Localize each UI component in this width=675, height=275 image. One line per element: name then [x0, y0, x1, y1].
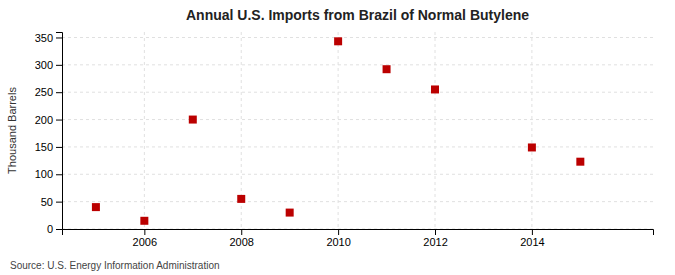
point — [92, 203, 100, 211]
point — [334, 37, 342, 45]
tick-label: 300 — [35, 59, 53, 71]
tick-label: 2012 — [423, 236, 447, 248]
grid-line — [435, 32, 436, 229]
grid-line — [62, 146, 653, 147]
chart: 2006 2008 2010 2012 2014 0 50 100 150 200 250 300 35… — [0, 0, 675, 275]
tick: 2010 — [326, 229, 350, 248]
x-axis: 2006 2008 2010 2012 2014 — [63, 229, 654, 248]
grid-line — [531, 32, 532, 229]
grid — [62, 32, 653, 229]
point — [140, 217, 148, 225]
point — [286, 209, 294, 217]
tick: 150 — [35, 141, 62, 153]
tick-label: 350 — [35, 31, 53, 43]
tick-mark — [56, 120, 62, 121]
title: Annual U.S. Imports from Brazil of Norma… — [186, 7, 529, 23]
grid-line — [62, 37, 653, 38]
tick: 2014 — [520, 229, 544, 248]
tick: 0 — [47, 223, 62, 235]
tick-label: 150 — [35, 141, 53, 153]
annotation: Source: U.S. Energy Information Administ… — [10, 260, 220, 271]
tick-label: 100 — [35, 168, 53, 180]
grid-line — [144, 32, 145, 229]
tick: 2008 — [229, 229, 253, 248]
tick-mark — [56, 174, 62, 175]
tick-mark — [435, 229, 436, 235]
point — [431, 85, 439, 93]
tick-label: 2014 — [520, 236, 544, 248]
y-axis-title: Thousand Barrels — [6, 87, 18, 174]
grid-line — [338, 32, 339, 229]
grid-line — [62, 174, 653, 175]
tick: 250 — [35, 86, 62, 98]
tick-label: 200 — [35, 114, 53, 126]
tick-mark — [532, 229, 533, 235]
point — [383, 65, 391, 73]
plot-area: 2006 2008 2010 2012 2014 0 50 100 150 200 250 300 35… — [35, 31, 654, 247]
point — [528, 143, 536, 151]
tick-mark — [241, 229, 242, 235]
tick-mark — [56, 92, 62, 93]
tick-mark — [338, 229, 339, 235]
grid-line — [62, 64, 653, 65]
tick-label: 250 — [35, 86, 53, 98]
tick-label: 0 — [47, 223, 53, 235]
tick-mark — [144, 229, 145, 235]
grid-line — [62, 92, 653, 93]
tick: 350 — [35, 31, 62, 43]
axis-line — [63, 230, 654, 236]
tick: 2012 — [423, 229, 447, 248]
axis-line — [56, 33, 63, 230]
tick-mark — [56, 65, 62, 66]
tick: 200 — [35, 114, 62, 126]
tick: 300 — [35, 59, 62, 71]
tick-mark — [56, 37, 62, 38]
tick-mark — [56, 202, 62, 203]
tick-label: 2008 — [229, 236, 253, 248]
tick-label: 2010 — [326, 236, 350, 248]
tick-label: 50 — [41, 196, 53, 208]
point — [189, 116, 197, 124]
tick-mark — [56, 229, 62, 230]
tick-label: 2006 — [133, 236, 157, 248]
y-axis: 0 50 100 150 200 250 300 350 — [35, 31, 63, 235]
point — [237, 195, 245, 203]
tick-mark — [56, 147, 62, 148]
points — [92, 37, 584, 224]
tick: 50 — [41, 196, 62, 208]
grid-line — [62, 201, 653, 202]
tick: 100 — [35, 168, 62, 180]
grid-line — [62, 119, 653, 120]
point — [576, 158, 584, 166]
tick: 2006 — [133, 229, 157, 248]
